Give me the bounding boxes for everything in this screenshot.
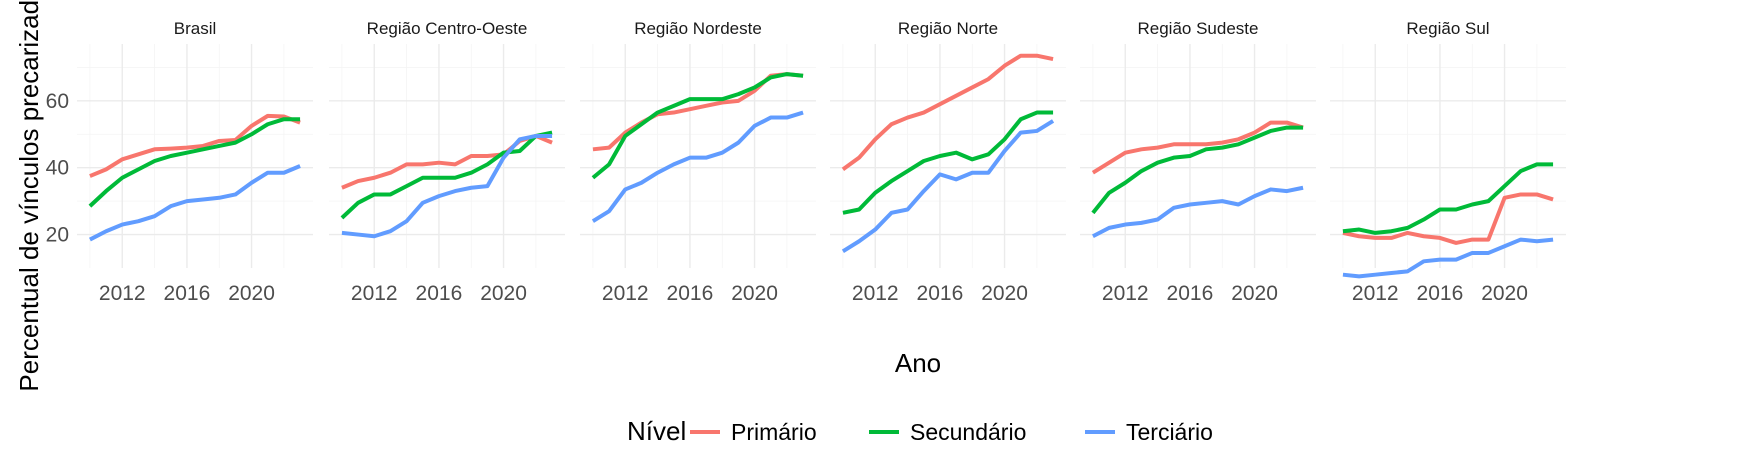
panel-title: Região Sudeste <box>1138 19 1259 38</box>
series-line-secundário <box>88 117 301 208</box>
legend-entry-terciário: Terciário <box>1085 419 1213 445</box>
x-tick-label: 2020 <box>228 282 275 305</box>
series-line-terciário <box>841 119 1055 253</box>
panel-title: Região Centro-Oeste <box>367 19 528 38</box>
x-tick-label: 2012 <box>852 282 899 305</box>
legend-label: Secundário <box>910 419 1026 445</box>
x-tick-label: 2020 <box>1481 282 1528 305</box>
y-tick-label: 40 <box>46 157 69 180</box>
series-line-secundário <box>1342 162 1554 235</box>
x-axis-title: Ano <box>895 348 941 378</box>
y-axis-title: Percentual de vínculos precarizados <box>14 0 44 392</box>
panel-title: Região Norte <box>898 19 998 38</box>
x-tick-label: 2016 <box>667 282 714 305</box>
x-tick-label: 2012 <box>602 282 649 305</box>
legend-title: Nível <box>627 416 686 446</box>
y-tick-label: 20 <box>46 224 69 247</box>
series-line-terciário <box>89 164 301 242</box>
panel-5: Região Sul 2012 2016 2020 <box>1330 19 1566 305</box>
x-tick-label: 2020 <box>480 282 527 305</box>
series-line-secundário <box>1091 125 1304 215</box>
x-tick-label: 2020 <box>731 282 778 305</box>
x-tick-label: 2012 <box>351 282 398 305</box>
legend-label: Primário <box>731 419 817 445</box>
series-line-terciário <box>1342 237 1554 279</box>
panel-4: Região Sudeste 2012 2016 2020 <box>1080 19 1316 305</box>
x-tick-label: 2012 <box>1352 282 1399 305</box>
x-tick-label: 2016 <box>416 282 463 305</box>
x-tick-label: 2016 <box>1417 282 1464 305</box>
x-tick-label: 2016 <box>917 282 964 305</box>
y-tick-label: 60 <box>46 90 69 113</box>
legend-label: Terciário <box>1126 419 1213 445</box>
x-tick-label: 2012 <box>99 282 146 305</box>
panel-1: Região Centro-Oeste 2012 2016 2020 <box>329 19 565 305</box>
series-line-primário <box>89 113 301 178</box>
series-line-secundário <box>591 72 804 180</box>
series-line-primário <box>1342 192 1554 245</box>
series-line-terciário <box>341 133 553 239</box>
legend-entry-primário: Primário <box>690 419 817 445</box>
x-tick-label: 2020 <box>1231 282 1278 305</box>
series-line-primário <box>1091 120 1304 175</box>
series-line-primário <box>841 53 1054 171</box>
panel-title: Brasil <box>174 19 217 38</box>
x-tick-label: 2020 <box>981 282 1028 305</box>
panel-2: Região Nordeste 2012 2016 2020 <box>580 19 816 305</box>
series-line-primário <box>341 133 553 190</box>
x-tick-label: 2012 <box>1102 282 1149 305</box>
legend: Nível Primário Secundário Terciário <box>627 416 1213 446</box>
legend-entry-secundário: Secundário <box>869 419 1026 445</box>
panel-3: Região Norte 2012 2016 2020 <box>830 19 1066 305</box>
series-line-secundário <box>842 110 1054 215</box>
panel-title: Região Sul <box>1406 19 1489 38</box>
series-line-terciário <box>1092 185 1304 239</box>
x-tick-label: 2016 <box>164 282 211 305</box>
series-line-secundário <box>340 130 553 220</box>
x-tick-label: 2016 <box>1167 282 1214 305</box>
series-line-terciário <box>591 110 804 223</box>
panel-title: Região Nordeste <box>634 19 762 38</box>
